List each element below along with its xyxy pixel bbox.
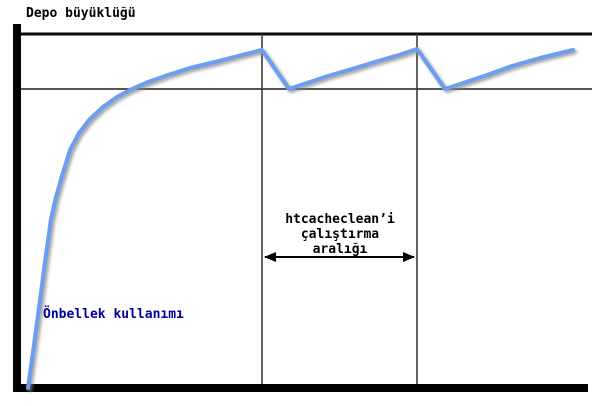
y-axis-label: Depo büyüklüğü — [26, 6, 136, 21]
cache-usage-label: Önbellek kullanımı — [43, 307, 184, 322]
interval-label: htcacheclean’i çalıştırma aralığı — [285, 212, 395, 257]
cache-usage-curve — [26, 47, 575, 390]
